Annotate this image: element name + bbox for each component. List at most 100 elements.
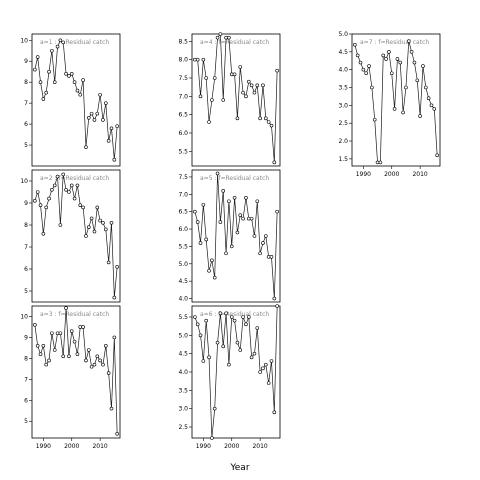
panel-3-point: [38, 352, 43, 356]
panel-6-point: [212, 406, 217, 411]
panel-1-point: [69, 72, 74, 76]
panel-3-label: a=3 : f=Residual catch: [40, 311, 109, 318]
panel-7-point: [395, 57, 400, 61]
panel-1-ytick-label: 6: [24, 121, 28, 128]
panel-4-ytick-label: 7.0: [178, 93, 188, 100]
panel-4-point: [204, 76, 208, 80]
panel-1-point: [101, 118, 105, 122]
panel-7-point: [401, 110, 405, 115]
panel-3-point: [64, 306, 68, 310]
panel-7-point: [426, 96, 431, 101]
panel-7-point: [358, 60, 363, 65]
panel-7-xtick-label: 2010: [412, 171, 427, 178]
panel-1-point: [44, 90, 48, 95]
panel-5-point: [215, 171, 220, 176]
panel-7-point: [381, 53, 386, 58]
panel-2: 5 6 7 8 9 10 a=2 : f=Residual catch: [20, 169, 121, 303]
panel-2-point: [44, 205, 48, 210]
panel-3-point: [35, 344, 40, 348]
panel-7-point: [370, 85, 374, 90]
panel-5-point: [221, 189, 226, 193]
panel-5-point: [218, 220, 223, 224]
panel-4-point: [269, 123, 274, 128]
panel-7-point: [355, 53, 360, 58]
panel-2-point: [86, 225, 91, 229]
panel-5-point: [195, 220, 200, 224]
panel-2-point: [55, 174, 60, 179]
panel-7-point: [421, 64, 425, 68]
panel-5-point: [244, 195, 248, 200]
panel-4-point: [210, 98, 214, 102]
panel-5-label: a=5 : f=Residual catch: [200, 175, 269, 182]
panel-7-ytick-label: 2.0: [338, 138, 348, 145]
panel-6-point: [258, 370, 262, 374]
panel-5-point: [193, 209, 197, 214]
panel-7-point: [429, 103, 434, 108]
panel-7: 1.5 2.0 2.5 3.0 3.5 4.0 4.5 5.0 1990 2000 2010 a=7 …: [338, 31, 441, 178]
panel-4-ytick-label: 6.5: [178, 112, 188, 119]
panel-5-point: [258, 251, 262, 256]
panel-7-point: [364, 71, 368, 76]
panel-6-point: [246, 315, 251, 319]
panel-2-point: [58, 223, 63, 227]
panel-6-point: [210, 436, 214, 440]
panel-3-point: [86, 348, 91, 352]
panel-4-point: [241, 90, 245, 95]
panel-2-point: [61, 172, 66, 177]
panel-4-ytick-label: 8.0: [178, 57, 188, 64]
panel-5-point: [198, 241, 203, 245]
panel-2-point: [98, 218, 102, 223]
panel-6-point: [255, 326, 260, 330]
panel-3-point: [41, 344, 46, 348]
panel-7-ytick-label: 4.0: [338, 67, 348, 74]
panel-7-point: [392, 107, 397, 111]
panel-4-point: [272, 160, 277, 165]
panel-6-label: a=6 : f=Residual catch: [200, 311, 269, 318]
panel-2-point: [95, 205, 100, 210]
panel-6-point: [207, 355, 211, 360]
panel-7-point: [387, 50, 391, 54]
panel-3-ytick-label: 8: [24, 355, 28, 362]
panel-4-point: [266, 120, 271, 124]
panel-3-point: [75, 352, 80, 356]
panel-4-point: [238, 65, 243, 69]
panel-4-ytick-label: 5.5: [178, 148, 188, 155]
panel-2-ytick-label: 6: [24, 266, 28, 273]
panel-2-point: [75, 183, 80, 188]
panel-5-point: [269, 255, 274, 259]
panel-2-series-line: [34, 174, 118, 298]
panel-2-point: [41, 232, 46, 236]
panel-5-point: [261, 241, 265, 245]
panel-3-point: [58, 331, 63, 336]
panel-1-point: [64, 72, 68, 76]
panel-1: 5 6 7 8 9 10 a=1 : f=Residual catch: [20, 33, 121, 167]
panel-3-point: [95, 354, 100, 359]
panel-4-point: [201, 57, 206, 62]
panel-2-point: [50, 188, 54, 192]
panel-7-point: [432, 107, 437, 111]
panel-6-point: [244, 322, 248, 327]
panel-2-point: [69, 183, 74, 188]
panel-6-point: [238, 348, 243, 352]
panel-4-point: [246, 79, 251, 84]
panel-2-point: [89, 216, 94, 221]
panel-5-point: [204, 237, 208, 242]
panel-2-point: [33, 199, 37, 203]
panel-4-point: [258, 116, 262, 121]
panel-5-point: [238, 213, 243, 217]
panel-1-frame: [31, 33, 121, 167]
panel-7-ytick-label: 4.5: [338, 49, 348, 56]
panel-6-ytick-label: 5.5: [178, 314, 188, 321]
panel-3-xtick-label: 2000: [64, 443, 79, 450]
panel-6-point: [227, 362, 231, 367]
panel-4-series-line: [194, 33, 278, 163]
panel-6-point: [269, 359, 274, 363]
panel-3-point: [106, 371, 111, 375]
panel-2-point: [35, 190, 40, 194]
panel-4-point: [235, 116, 240, 121]
panel-3-point: [84, 358, 88, 363]
panel-7-ytick-label: 3.5: [338, 85, 348, 92]
panel-1-point: [41, 97, 46, 101]
panel-3: 5 6 7 8 9 10 1990 2000 2010 a=3 : f=Residual catc…: [20, 305, 121, 450]
panel-5-point: [212, 275, 217, 280]
